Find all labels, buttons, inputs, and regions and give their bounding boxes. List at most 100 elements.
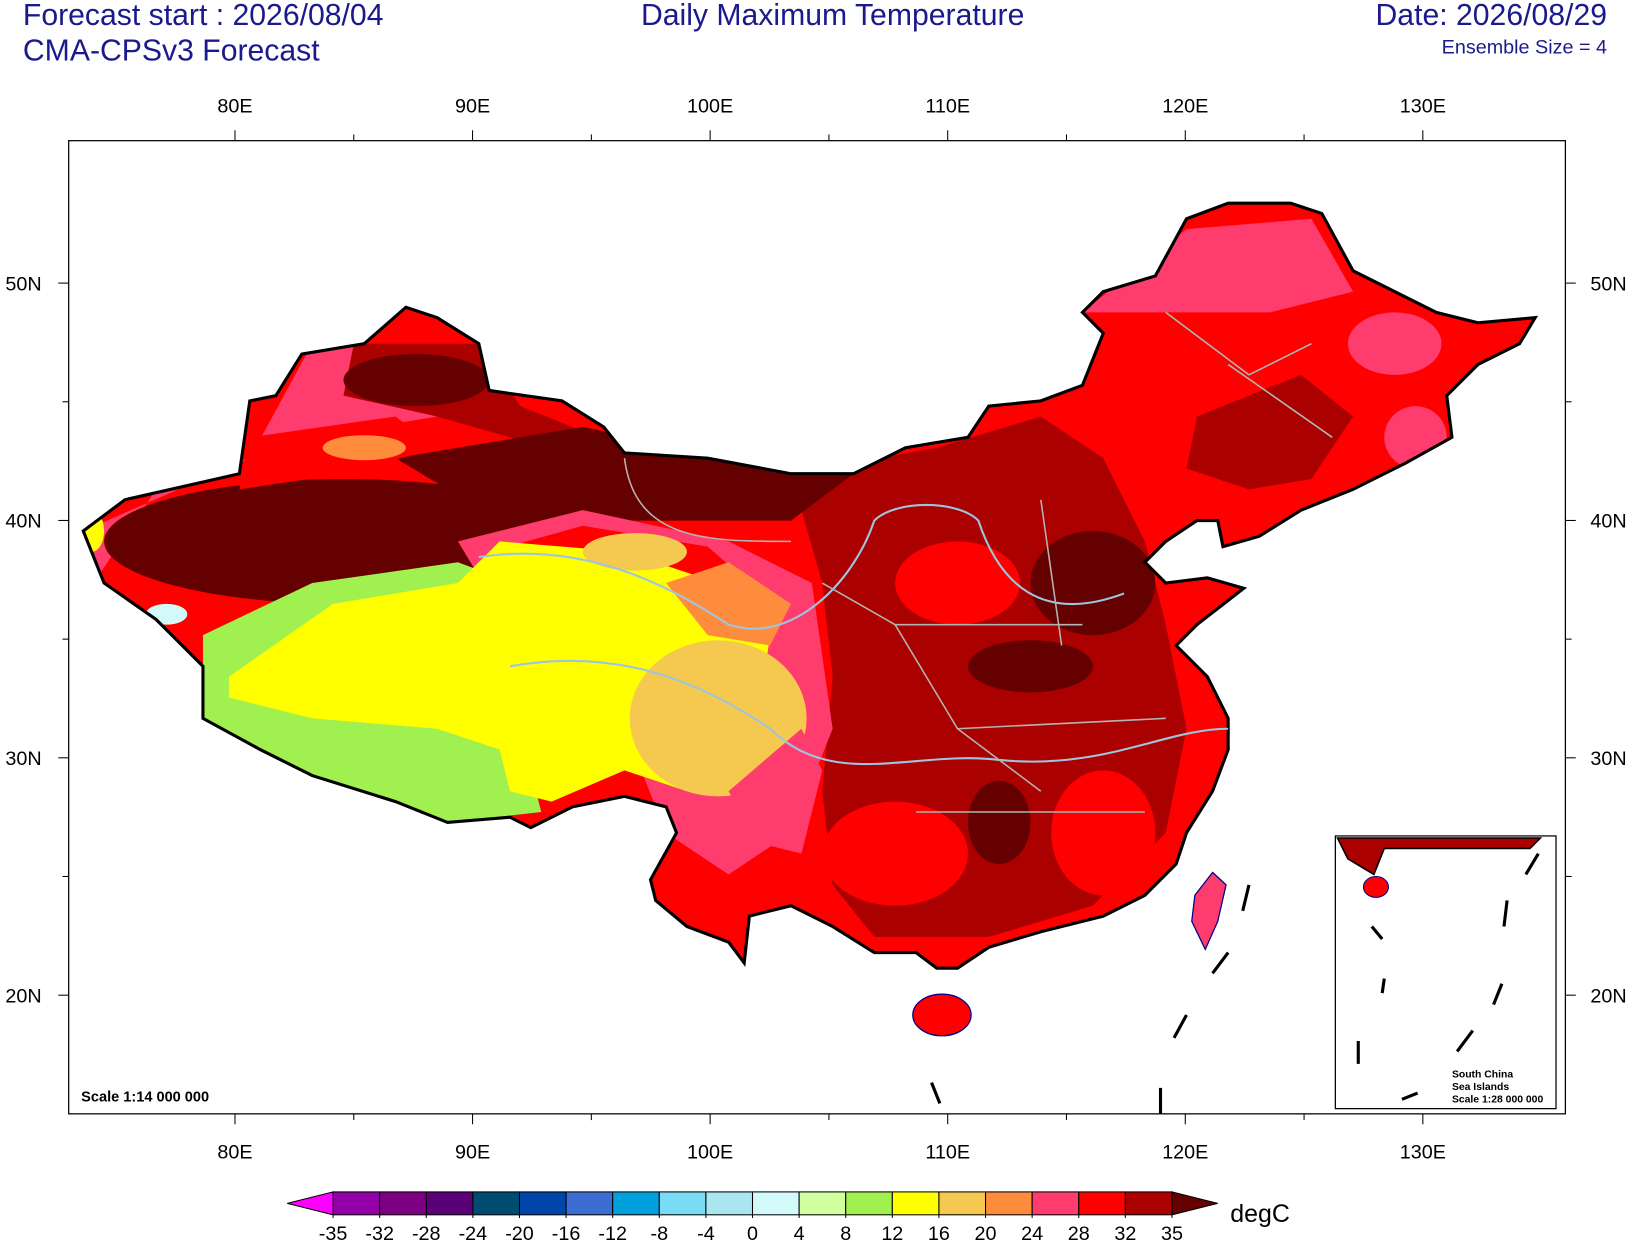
colorbar-box	[891, 1191, 940, 1216]
country-border	[81, 201, 1539, 970]
colorbar-box	[565, 1191, 614, 1216]
temperature-region	[967, 780, 1031, 865]
colorbar-box	[518, 1191, 567, 1216]
temperature-region	[822, 801, 968, 906]
temperature-region	[1186, 374, 1354, 490]
lon-label: 80E	[217, 1142, 252, 1164]
lon-label: 110E	[925, 96, 970, 118]
colorbar-label: 8	[840, 1223, 851, 1241]
temperature-region	[582, 533, 687, 571]
colorbar-label: 20	[975, 1223, 997, 1241]
colorbar-unit: degC	[1230, 1200, 1290, 1228]
province-borders	[623, 311, 1333, 813]
colorbar-box	[751, 1191, 800, 1216]
colorbar-label: 12	[881, 1223, 903, 1241]
colorbar-box	[1124, 1191, 1173, 1216]
colorbar-box	[379, 1191, 427, 1216]
lat-label: 40N	[5, 511, 41, 533]
colorbar-box	[332, 1191, 381, 1216]
inset-land	[1336, 837, 1543, 876]
lat-label: 20N	[1590, 985, 1626, 1007]
temperature-region	[145, 603, 188, 625]
colorbar-label: -35	[319, 1223, 348, 1241]
nine-dash-line	[930, 884, 1251, 1114]
lon-label: 130E	[1400, 96, 1446, 118]
valid-date: Date: 2026/08/29	[1376, 0, 1608, 32]
title: Daily Maximum Temperature	[641, 0, 1024, 32]
temperature-region	[343, 354, 490, 407]
temperature-region	[1051, 770, 1156, 896]
scale-label: Scale 1:14 000 000	[81, 1089, 209, 1105]
lon-label: 120E	[1162, 1142, 1208, 1164]
colorbar-label: -32	[365, 1223, 394, 1241]
colorbar-label: 0	[747, 1223, 758, 1241]
colorbar-box	[985, 1191, 1033, 1216]
lon-label: 90E	[455, 96, 490, 118]
colorbar: -35 -32 -28 -24 -20 -16 -12 -8 -4 0 4 8 12 16 20 24 28 32…	[287, 1191, 1290, 1241]
colorbar-label: -12	[598, 1223, 627, 1241]
lat-label: 30N	[1590, 748, 1626, 770]
map-area	[81, 201, 1539, 1114]
colorbar-label: -8	[651, 1223, 669, 1241]
colorbar-high-end	[1171, 1191, 1218, 1216]
colorbar-label: 24	[1021, 1223, 1043, 1241]
lat-label: 50N	[1590, 273, 1626, 295]
colorbar-label: -24	[459, 1223, 488, 1241]
lon-label: 110E	[925, 1142, 970, 1164]
colorbar-box	[705, 1191, 754, 1216]
colorbar-label: 16	[928, 1223, 950, 1241]
colorbar-box	[612, 1191, 660, 1216]
colorbar-low-end	[287, 1191, 334, 1216]
lon-label: 130E	[1400, 1142, 1446, 1164]
colorbar-box	[1078, 1191, 1126, 1216]
lon-label: 90E	[455, 1142, 490, 1164]
colorbar-label: 35	[1161, 1223, 1183, 1241]
ensemble-size: Ensemble Size = 4	[1442, 36, 1607, 58]
lat-label: 20N	[5, 985, 41, 1007]
temperature-region	[322, 435, 406, 461]
inset-dash-line	[1356, 852, 1540, 1101]
inset-map: South China Sea Islands Scale 1:28 000 0…	[1334, 835, 1557, 1110]
lat-label: 30N	[5, 748, 41, 770]
inset-hainan	[1362, 876, 1389, 898]
hainan	[912, 993, 972, 1037]
temperature-region	[666, 562, 792, 646]
lat-label: 50N	[5, 273, 41, 295]
lon-label: 100E	[687, 1142, 733, 1164]
temperature-region	[728, 728, 823, 854]
lon-label: 120E	[1162, 96, 1208, 118]
inset-label: Sea Islands	[1452, 1082, 1509, 1093]
colorbar-box	[938, 1191, 987, 1216]
map-frame	[68, 140, 1567, 1115]
lat-label: 40N	[1590, 511, 1626, 533]
temperature-region	[1030, 530, 1156, 636]
colorbar-box	[425, 1191, 474, 1216]
colorbar-box	[798, 1191, 847, 1216]
colorbar-label: -28	[412, 1223, 441, 1241]
colorbar-label: 28	[1068, 1223, 1090, 1241]
forecast-start: Forecast start : 2026/08/04	[23, 0, 384, 32]
inset-label: Scale 1:28 000 000	[1452, 1094, 1544, 1105]
temperature-region	[895, 541, 1020, 625]
colorbar-label: -4	[697, 1223, 715, 1241]
model-name: CMA-CPSv3 Forecast	[23, 35, 320, 68]
temperature-field	[83, 203, 1536, 969]
colorbar-box	[845, 1191, 893, 1216]
temperature-region	[1347, 312, 1442, 375]
colorbar-box	[658, 1191, 707, 1216]
colorbar-label: -20	[505, 1223, 534, 1241]
colorbar-box	[472, 1191, 521, 1216]
colorbar-box	[1031, 1191, 1080, 1216]
colorbar-label: 32	[1114, 1223, 1136, 1241]
rivers	[478, 503, 1229, 766]
colorbar-label: 4	[794, 1223, 805, 1241]
taiwan	[1191, 871, 1227, 951]
colorbar-label: -16	[552, 1223, 581, 1241]
lon-label: 80E	[217, 96, 252, 118]
inset-label: South China	[1452, 1069, 1513, 1080]
temperature-region	[967, 640, 1093, 693]
temperature-region	[1082, 218, 1354, 313]
lon-label: 100E	[687, 96, 733, 118]
